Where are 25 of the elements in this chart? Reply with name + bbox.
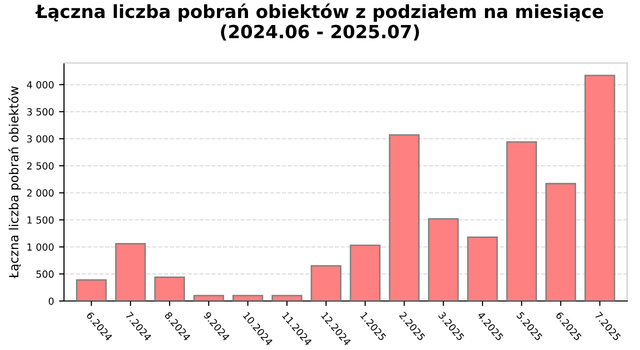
bar [272,294,302,301]
y-tick-label: 1 500 [28,216,54,224]
bar [545,182,576,301]
bar [428,218,459,301]
bar [506,141,537,301]
y-tick-label: 2 500 [27,162,54,170]
y-tick-label: 3 000 [27,135,54,143]
y-tick-label: 4 000 [26,81,54,88]
bar [193,294,224,301]
bar [350,244,381,301]
y-axis-title: Łączna liczba pobrań obiektów [8,86,21,278]
bar [232,294,264,301]
bar [584,74,616,301]
y-tick-label: 0 [48,297,54,305]
bar [115,242,146,301]
bar [76,279,107,301]
y-tick-label: 3 500 [27,108,54,116]
y-tick-label: 2 000 [27,189,54,197]
bar [467,236,498,301]
y-tick-label: 500 [36,270,54,278]
y-tick-label: 1 000 [28,243,54,251]
bar [154,276,185,301]
bar [388,134,420,301]
chart-title: Łączna liczba pobrań obiektów z podziałem na miesiące (2024.06 - 2025.07) [35,4,604,41]
bar [310,265,342,301]
